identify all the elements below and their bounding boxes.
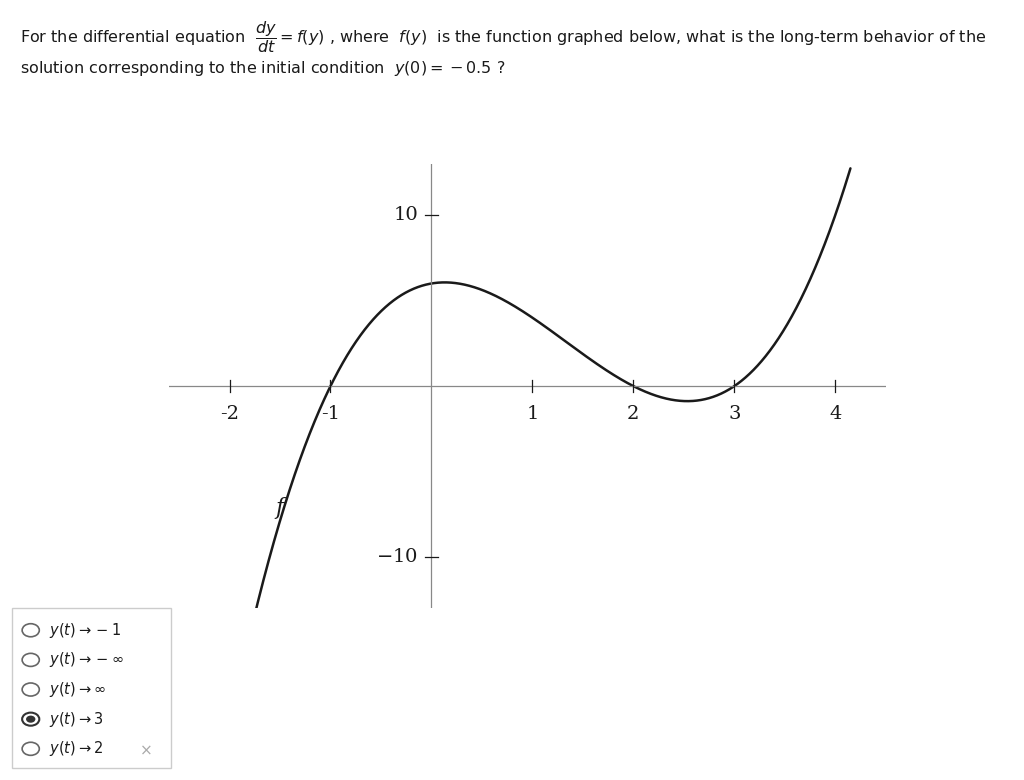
Text: $y(t) \rightarrow 2$: $y(t) \rightarrow 2$ <box>49 739 103 758</box>
Text: 1: 1 <box>526 405 539 423</box>
Text: $-$10: $-$10 <box>377 548 419 566</box>
Text: 10: 10 <box>393 206 419 224</box>
Text: $y(t) \rightarrow -\infty$: $y(t) \rightarrow -\infty$ <box>49 651 124 669</box>
Text: ×: × <box>140 744 153 759</box>
Text: $y(t) \rightarrow -1$: $y(t) \rightarrow -1$ <box>49 621 121 640</box>
Text: 4: 4 <box>829 405 842 423</box>
Text: $y(t) \rightarrow \infty$: $y(t) \rightarrow \infty$ <box>49 680 105 699</box>
Text: f: f <box>275 498 284 519</box>
Text: 3: 3 <box>728 405 740 423</box>
Text: 2: 2 <box>627 405 640 423</box>
Text: For the differential equation  $\dfrac{dy}{dt} = f(y)$ , where  $f(y)$  is the f: For the differential equation $\dfrac{dy… <box>20 20 987 55</box>
Text: -1: -1 <box>321 405 340 423</box>
Text: solution corresponding to the initial condition  $y(0) = -0.5$ ?: solution corresponding to the initial co… <box>20 58 506 77</box>
Text: $y(t) \rightarrow 3$: $y(t) \rightarrow 3$ <box>49 710 103 729</box>
Text: -2: -2 <box>220 405 239 423</box>
